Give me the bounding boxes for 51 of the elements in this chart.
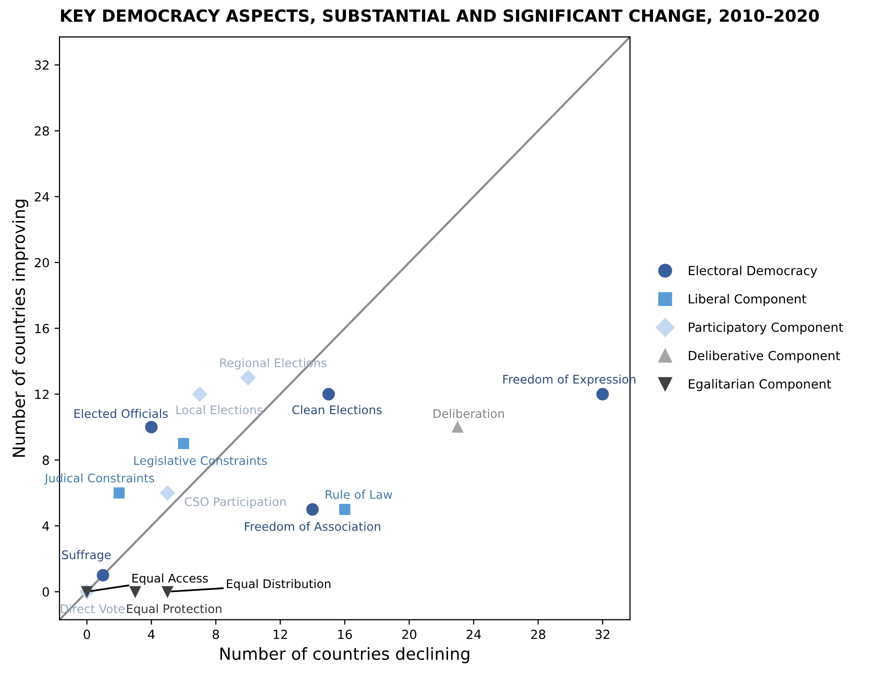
y-tick-label: 28 xyxy=(34,126,49,136)
y-tick-label: 4 xyxy=(42,522,50,531)
x-tick-label: 32 xyxy=(596,630,610,640)
x-axis-title: Number of countries declining xyxy=(220,647,470,664)
y-tick-label: 0 xyxy=(42,587,49,597)
y-tick-label: 16 xyxy=(35,324,49,334)
legend-label: Egalitarian Component xyxy=(688,378,832,392)
point xyxy=(240,370,256,386)
y-tick-label: 12 xyxy=(35,390,49,399)
point xyxy=(596,388,609,400)
annotation: Deliberation xyxy=(434,408,504,418)
legend-label: Liberal Component xyxy=(688,294,806,306)
y-axis-title: Number of countries improving xyxy=(12,200,28,457)
x-tick-label: 8 xyxy=(212,630,219,640)
annotation: CSO Participation xyxy=(184,496,286,508)
x-tick-label: 28 xyxy=(531,630,546,640)
point xyxy=(178,438,190,450)
annotation: Local Elections xyxy=(176,405,262,414)
y-tick-label: 24 xyxy=(34,192,50,202)
point xyxy=(452,422,464,433)
point xyxy=(306,503,319,516)
x-tick-label: 12 xyxy=(274,630,287,639)
point xyxy=(322,388,335,400)
legend-label: Electoral Democracy xyxy=(688,266,818,278)
x-tick-label: 16 xyxy=(338,630,352,640)
point xyxy=(160,485,176,501)
y-tick-label: 32 xyxy=(34,60,49,70)
annotation: Equal Distribution xyxy=(226,579,330,590)
point xyxy=(162,586,174,598)
annotation: Rule of Law xyxy=(326,490,392,499)
point xyxy=(145,420,158,434)
x-tick-label: 4 xyxy=(148,630,155,639)
point xyxy=(192,386,208,402)
annotation: Clean Elections xyxy=(292,405,382,414)
legend-label: Deliberative Component xyxy=(688,350,840,363)
x-tick-label: 20 xyxy=(402,630,416,640)
annotation: Freedom of Association xyxy=(244,522,380,531)
point xyxy=(130,586,141,598)
annotation: Elected Officials xyxy=(74,408,168,418)
annotation: Equal Access xyxy=(132,574,208,585)
annotation: Equal Protection xyxy=(127,604,222,616)
x-tick-label: 0 xyxy=(84,630,90,640)
y-tick-label: 8 xyxy=(42,455,49,465)
point xyxy=(339,504,350,515)
y-tick-label: 20 xyxy=(34,258,49,268)
point xyxy=(114,487,125,498)
x-tick-label: 24 xyxy=(466,630,481,639)
annotation: Suffrage xyxy=(62,550,111,562)
point xyxy=(96,569,110,582)
chart-title: KEY DEMOCRACY ASPECTS, SUBSTANTIAL AND SIGNIFICANT CHANGE, 2010–2020 xyxy=(61,9,819,24)
legend-label: Participatory Component xyxy=(688,322,844,334)
